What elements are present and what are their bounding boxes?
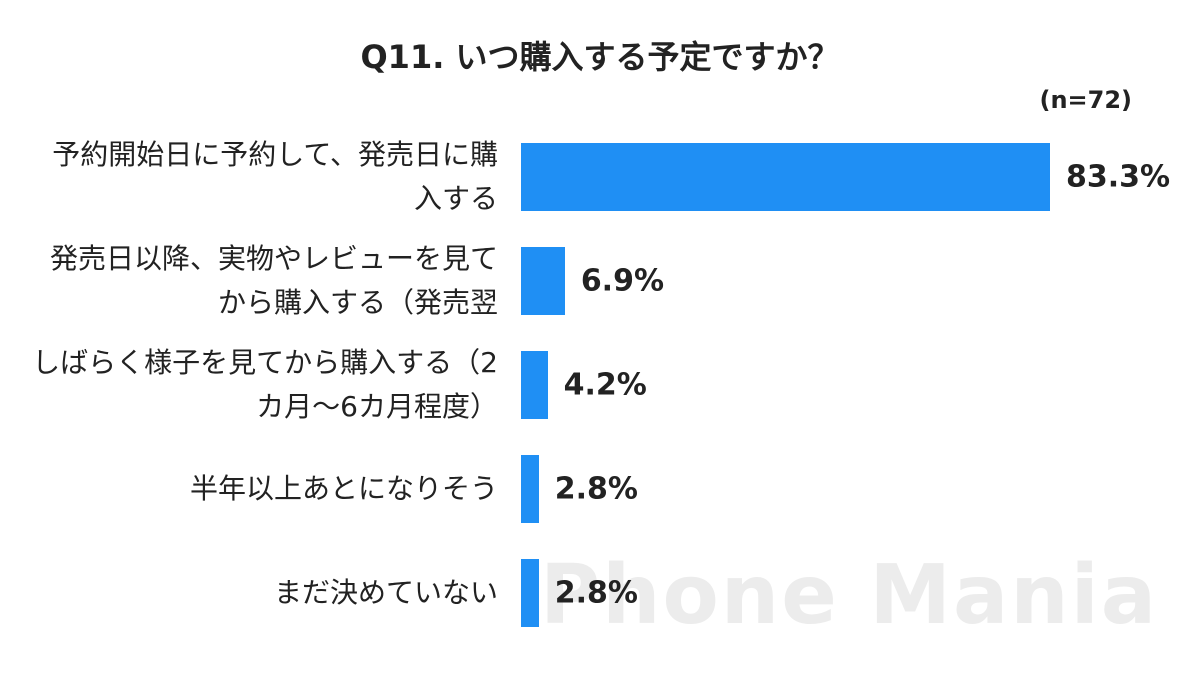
value-label: 4.2% <box>563 367 647 403</box>
bar <box>521 455 539 523</box>
category-label: 予約開始日に予約して、発売日に購入する <box>52 138 498 215</box>
value-label: 2.8% <box>554 471 638 507</box>
value-label: 2.8% <box>554 575 638 611</box>
bar <box>521 559 539 627</box>
watermark: Phone Mania <box>540 548 1159 643</box>
category-label: まだ決めていない <box>273 576 498 609</box>
bar <box>521 247 565 315</box>
category-label: 半年以上あとになりそう <box>189 472 498 505</box>
category-label: しばらく様子を見てから購入する（2カ月〜6カ月程度） <box>32 346 498 423</box>
sample-size: (n=72) <box>1039 86 1132 114</box>
bar <box>521 143 1050 211</box>
category-label: 発売日以降、実物やレビューを見てから購入する（発売翌 <box>49 242 498 319</box>
value-label: 6.9% <box>580 263 665 299</box>
bar <box>521 351 548 419</box>
value-label: 83.3% <box>1065 159 1171 195</box>
chart-title: Q11. いつ購入する予定ですか？ <box>360 38 840 76</box>
